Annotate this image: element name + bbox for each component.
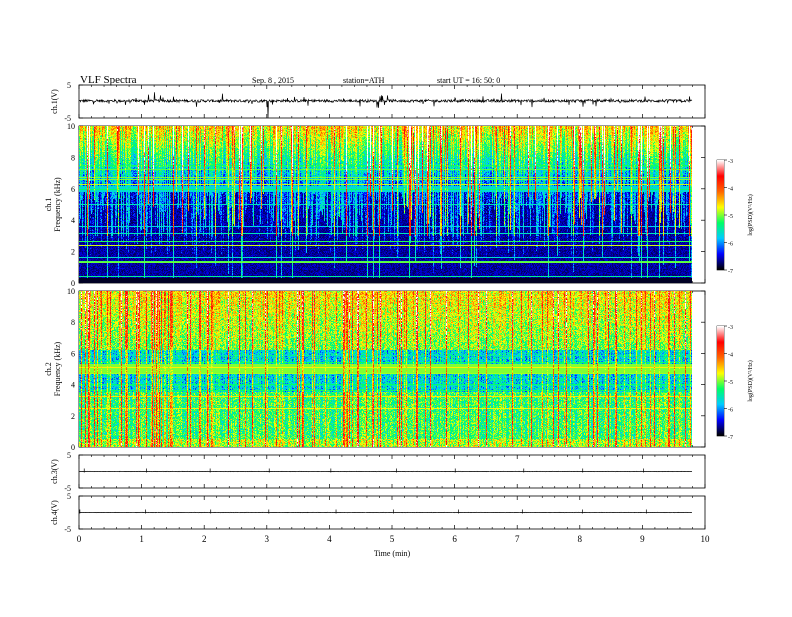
- colorbar-tick-label: -3: [728, 325, 733, 331]
- colorbar-tick-label: -5: [728, 214, 733, 220]
- y-tick-label: 2: [71, 412, 75, 421]
- y-axis-label: Frequency (kHz): [53, 177, 62, 232]
- colorbar-tick-label: -4: [728, 187, 733, 193]
- x-tick-label: 8: [578, 534, 583, 544]
- x-tick-label: 9: [640, 534, 645, 544]
- colorbar-label: log(PSD)(V²/Hz): [747, 194, 754, 235]
- colorbar-tick-label: -7: [728, 269, 733, 275]
- y-axis-label: ch.1(V): [50, 89, 59, 114]
- y-tick-label: 0: [71, 443, 75, 452]
- y-axis-label: ch.3(V): [50, 459, 59, 484]
- colorbar-tick-label: -6: [728, 408, 733, 414]
- y-tick-label: 8: [71, 318, 75, 327]
- y-tick-label: 4: [71, 216, 75, 225]
- colorbar-tick-label: -6: [728, 242, 733, 248]
- colorbar-tick-label: -3: [728, 159, 733, 165]
- x-tick-label: 5: [390, 534, 395, 544]
- x-tick-label: 7: [515, 534, 520, 544]
- colorbar-label: log(PSD)(V²/Hz): [747, 360, 754, 401]
- waveform-line-ch1v: [79, 92, 692, 118]
- y-tick-label: 6: [71, 349, 75, 358]
- y-tick-label: 6: [71, 185, 75, 194]
- y-tick-label: 5: [67, 451, 71, 460]
- y-tick-label: 5: [67, 492, 71, 501]
- y-tick-label: -5: [64, 525, 71, 534]
- ch1-colorbar: [717, 160, 724, 270]
- date-label: Sep. 8 , 2015: [252, 76, 294, 85]
- y-axis-label: ch.2: [44, 362, 53, 376]
- colorbar-tick-label: -7: [728, 435, 733, 441]
- y-tick-label: 2: [71, 248, 75, 257]
- start-time-label: start UT = 16: 50: 0: [437, 76, 500, 85]
- x-axis-label: Time (min): [374, 549, 411, 558]
- x-tick-label: 4: [327, 534, 332, 544]
- station-label: station=ATH: [343, 76, 385, 85]
- y-tick-label: 10: [67, 122, 75, 131]
- y-axis-label: Frequency (kHz): [53, 341, 62, 396]
- ch1-spectrogram: [79, 126, 692, 283]
- x-tick-label: 0: [77, 534, 82, 544]
- ch2-spectrogram: [79, 291, 692, 447]
- x-tick-label: 6: [452, 534, 457, 544]
- x-tick-label: 2: [202, 534, 207, 544]
- figure-title: VLF Spectra: [80, 74, 137, 86]
- y-tick-label: 10: [67, 287, 75, 296]
- y-axis-label: ch.4(V): [50, 500, 59, 525]
- ch2-colorbar: [717, 326, 724, 436]
- y-tick-label: 5: [67, 81, 71, 90]
- x-tick-label: 3: [265, 534, 270, 544]
- x-tick-label: 10: [701, 534, 711, 544]
- x-tick-label: 1: [139, 534, 144, 544]
- colorbar-tick-label: -4: [728, 353, 733, 359]
- colorbar-tick-label: -5: [728, 380, 733, 386]
- y-tick-label: 8: [71, 153, 75, 162]
- y-tick-label: 4: [71, 381, 75, 390]
- y-axis-label: ch.1: [44, 198, 53, 212]
- panel-frame-1: [79, 85, 705, 118]
